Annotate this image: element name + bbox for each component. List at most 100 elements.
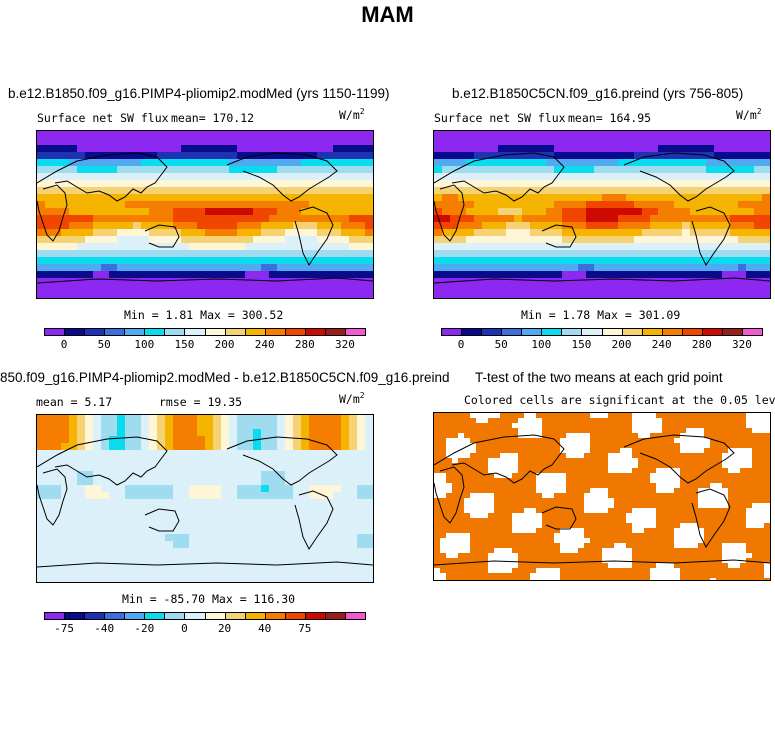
ttest-significant-cell bbox=[668, 443, 674, 448]
top-left-grid-cell bbox=[365, 173, 373, 180]
ttest-significant-cell bbox=[440, 508, 446, 513]
top-left-grid-cell bbox=[221, 264, 229, 271]
difference-grid-cell bbox=[237, 464, 245, 471]
ttest-significant-cell bbox=[458, 488, 464, 493]
difference-grid-cell bbox=[53, 471, 61, 478]
ttest-significant-cell bbox=[626, 438, 632, 443]
top-right-grid-cell bbox=[474, 145, 482, 152]
ttest-significant-cell bbox=[620, 498, 626, 503]
ttest-significant-cell bbox=[722, 468, 728, 473]
difference-grid-cell bbox=[309, 513, 317, 520]
top-right-grid-cell bbox=[618, 292, 626, 298]
difference-grid-cell bbox=[221, 443, 229, 450]
top-right-grid-cell bbox=[690, 257, 698, 264]
top-left-grid-cell bbox=[181, 243, 189, 250]
difference-grid-cell bbox=[197, 499, 205, 506]
top-right-grid-cell bbox=[522, 271, 530, 278]
top-right-grid-cell bbox=[738, 257, 746, 264]
top-right-grid-cell bbox=[650, 271, 658, 278]
ttest-significant-cell bbox=[464, 433, 470, 438]
ttest-significant-cell bbox=[554, 493, 560, 498]
ttest-significant-cell bbox=[458, 473, 464, 478]
top-left-grid-cell bbox=[301, 208, 309, 215]
top-left-grid-cell bbox=[317, 292, 325, 298]
top-left-grid-cell bbox=[173, 257, 181, 264]
ttest-significant-cell bbox=[758, 528, 764, 533]
difference-grid-cell bbox=[45, 562, 53, 569]
ttest-significant-cell bbox=[722, 523, 728, 528]
difference-grid-cell bbox=[69, 513, 77, 520]
ttest-significant-cell bbox=[632, 503, 638, 508]
ttest-significant-cell bbox=[620, 473, 626, 478]
top-left-grid-cell bbox=[157, 194, 165, 201]
difference-grid-cell bbox=[173, 506, 181, 513]
ttest-significant-cell bbox=[686, 493, 692, 498]
difference-grid-cell bbox=[253, 513, 261, 520]
top-left-grid-cell bbox=[285, 208, 293, 215]
top-right-grid-cell bbox=[514, 180, 522, 187]
difference-grid-cell bbox=[189, 450, 197, 457]
top-right-grid-cell bbox=[674, 138, 682, 145]
top-right-grid-cell bbox=[530, 222, 538, 229]
ttest-significant-cell bbox=[710, 438, 716, 443]
top-left-grid-cell bbox=[213, 138, 221, 145]
ttest-significant-cell bbox=[716, 518, 722, 523]
difference-grid-cell bbox=[117, 471, 125, 478]
ttest-significant-cell bbox=[458, 553, 464, 558]
top-right-grid-cell bbox=[594, 250, 602, 257]
top-right-grid-cell bbox=[522, 131, 530, 138]
difference-grid-cell bbox=[325, 422, 333, 429]
top-right-grid-cell bbox=[522, 264, 530, 271]
ttest-significant-cell bbox=[650, 458, 656, 463]
top-right-grid-cell bbox=[762, 152, 770, 159]
top-left-grid-cell bbox=[277, 173, 285, 180]
ttest-significant-cell bbox=[470, 433, 476, 438]
top-left-grid-cell bbox=[333, 194, 341, 201]
top-left-grid-cell bbox=[61, 159, 69, 166]
ttest-significant-cell bbox=[596, 473, 602, 478]
difference-grid-cell bbox=[157, 485, 165, 492]
difference-grid-cell bbox=[197, 520, 205, 527]
ttest-significant-cell bbox=[710, 548, 716, 553]
top-right-grid-cell bbox=[482, 187, 490, 194]
difference-grid-cell bbox=[317, 415, 325, 422]
ttest-significant-cell bbox=[638, 488, 644, 493]
top-left-grid-cell bbox=[357, 173, 365, 180]
difference-grid-cell bbox=[277, 492, 285, 499]
top-right-grid-cell bbox=[450, 180, 458, 187]
top-right-grid-cell bbox=[482, 208, 490, 215]
top-right-grid-cell bbox=[434, 264, 442, 271]
ttest-significant-cell bbox=[542, 468, 548, 473]
top-right-grid-cell bbox=[650, 201, 658, 208]
top-left-grid-cell bbox=[301, 201, 309, 208]
top-right-grid-cell bbox=[538, 222, 546, 229]
difference-grid-cell bbox=[109, 506, 117, 513]
top-left-grid-cell bbox=[157, 159, 165, 166]
ttest-significant-cell bbox=[728, 538, 734, 543]
ttest-significant-cell bbox=[764, 558, 770, 563]
top-right-grid-cell bbox=[562, 271, 570, 278]
difference-grid-cell bbox=[77, 499, 85, 506]
top-left-grid-cell bbox=[93, 152, 101, 159]
top-left-coastline bbox=[226, 152, 338, 202]
ttest-significant-cell bbox=[614, 578, 620, 580]
ttest-significant-cell bbox=[578, 523, 584, 528]
top-left-grid-cell bbox=[253, 145, 261, 152]
ttest-significant-cell bbox=[578, 503, 584, 508]
top-right-grid-cell bbox=[738, 194, 746, 201]
top-left-colorbar-cell bbox=[344, 328, 366, 336]
top-left-grid-cell bbox=[109, 208, 117, 215]
difference-grid-cell bbox=[357, 443, 365, 450]
difference-grid-cell bbox=[133, 457, 141, 464]
top-right-grid-cell bbox=[578, 173, 586, 180]
ttest-significant-cell bbox=[476, 528, 482, 533]
difference-grid-cell bbox=[173, 499, 181, 506]
ttest-significant-cell bbox=[662, 423, 668, 428]
ttest-significant-cell bbox=[692, 498, 698, 503]
ttest-significant-cell bbox=[530, 563, 536, 568]
top-right-grid-cell bbox=[738, 208, 746, 215]
ttest-significant-cell bbox=[686, 563, 692, 568]
difference-grid-cell bbox=[189, 499, 197, 506]
ttest-significant-cell bbox=[602, 433, 608, 438]
difference-grid-cell bbox=[269, 450, 277, 457]
